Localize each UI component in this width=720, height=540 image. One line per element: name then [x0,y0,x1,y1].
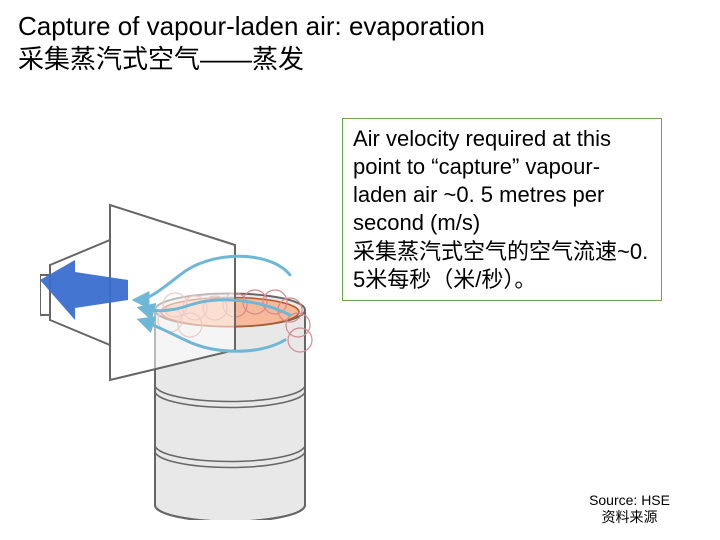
callout-box: Air velocity required at this point to “… [342,118,662,301]
callout-en: Air velocity required at this point to “… [353,126,611,235]
title-en: Capture of vapour-laden air: evaporation [18,11,485,41]
diagram [40,130,360,490]
source-en: Source: HSE [589,492,670,508]
title-zh: 采集蒸汽式空气——蒸发 [18,44,304,74]
source-zh: 资料来源 [602,509,658,525]
callout-zh: 采集蒸汽式空气的空气流速~0. 5米每秒（米/秒）。 [353,239,648,292]
slide-title: Capture of vapour-laden air: evaporation… [18,10,485,75]
source-credit: Source: HSE 资料来源 [589,492,670,526]
diagram-svg [40,130,360,520]
